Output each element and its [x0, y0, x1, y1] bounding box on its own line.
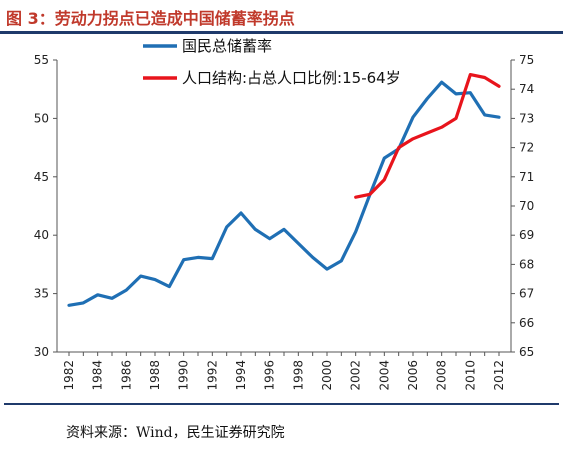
- x-tick-label: 2008: [435, 360, 449, 391]
- y-right-tick-label: 73: [519, 111, 534, 125]
- y-right-tick-label: 72: [519, 141, 534, 155]
- axes-group: 30 35 40 45 50 55 65 66 67 68 69 70 71 72 73 74 75 1982 19…: [34, 53, 535, 391]
- x-tick-label: 1984: [91, 360, 105, 391]
- y-right-tick-label: 65: [519, 345, 534, 359]
- x-tick-label: 2002: [349, 360, 363, 391]
- y-left-tick-label: 45: [34, 170, 49, 184]
- savings-rate-line: [67, 80, 501, 307]
- x-tick-label: 2010: [463, 360, 477, 391]
- y-left-tick-label: 40: [34, 228, 49, 242]
- y-right-tick-label: 70: [519, 199, 534, 213]
- x-tick-label: 1994: [234, 360, 248, 391]
- legend-label: 国民总储蓄率: [182, 37, 272, 55]
- y-left-tick-label: 50: [34, 111, 49, 125]
- y-left-tick-label: 30: [34, 345, 49, 359]
- y-right-tick-label: 75: [519, 53, 534, 67]
- x-tick-label: 2004: [377, 360, 391, 391]
- x-tick-label: 1998: [291, 360, 305, 391]
- y-left-tick-label: 55: [34, 53, 49, 67]
- legend-label: 人口结构:占总人口比例:15-64岁: [182, 69, 401, 87]
- figure-title: 图 3：劳动力拐点已造成中国储蓄率拐点: [6, 9, 295, 28]
- dual-axis-line-chart: 30 35 40 45 50 55 65 66 67 68 69 70 71 72 73 74 75 1982 19…: [34, 37, 535, 391]
- x-tick-label: 2006: [406, 360, 420, 391]
- x-tick-label: 1982: [62, 360, 76, 391]
- series-lines: [67, 73, 501, 307]
- x-tick-label: 1996: [263, 360, 277, 391]
- source-note: 资料来源：Wind，民生证券研究院: [66, 425, 285, 441]
- x-tick-label: 1992: [205, 360, 219, 391]
- y-left-tick-label: 35: [34, 287, 49, 301]
- y-right-tick-label: 67: [519, 287, 534, 301]
- y-right-tick-label: 66: [519, 316, 534, 330]
- bottom-rule: [4, 403, 559, 405]
- x-tick-label: 1986: [119, 360, 133, 391]
- y-right-tick-label: 71: [519, 170, 534, 184]
- x-tick-label: 1990: [177, 360, 191, 391]
- x-tick-label: 1988: [148, 360, 162, 391]
- y-right-tick-label: 68: [519, 257, 534, 271]
- y-right-tick-label: 69: [519, 228, 534, 242]
- x-tick-label: 2000: [320, 360, 334, 391]
- y-right-tick-label: 74: [519, 82, 534, 96]
- x-tick-label: 2012: [492, 360, 506, 391]
- working-age-share-line: [354, 73, 501, 199]
- figure-title-bar: 图 3：劳动力拐点已造成中国储蓄率拐点: [0, 0, 563, 34]
